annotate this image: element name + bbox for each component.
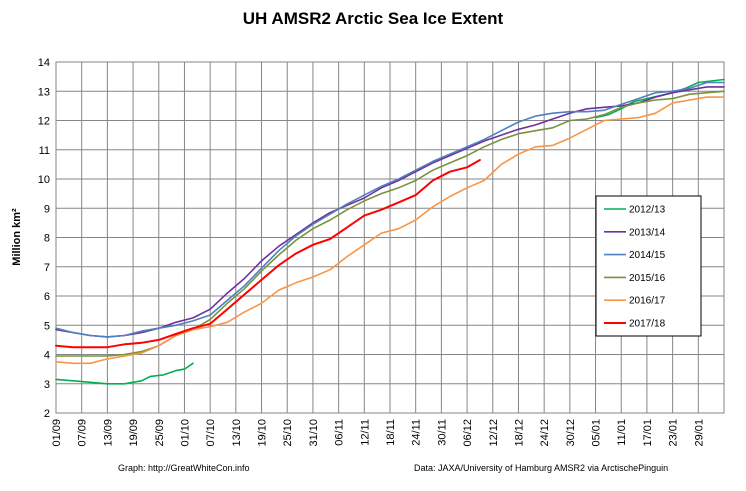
x-tick-label-12: 12/11 [359, 419, 371, 446]
y-axis-label: Million km² [11, 208, 23, 266]
legend-label-2013-14: 2013/14 [629, 227, 666, 238]
x-tick-label-15: 30/11 [436, 419, 448, 446]
x-tick-label-17: 12/12 [488, 419, 500, 447]
x-tick-label-23: 17/01 [642, 419, 654, 447]
x-tick-label-25: 29/01 [693, 419, 705, 447]
y-tick-label-3: 5 [44, 320, 50, 332]
y-tick-label-2: 4 [44, 350, 50, 362]
x-tick-label-4: 25/09 [154, 419, 166, 447]
footer-source-graph: Graph: http://GreatWhiteCon.info [118, 463, 250, 473]
x-tick-label-20: 30/12 [565, 419, 577, 447]
legend-items: 2012/13 2013/14 2014/15 2015/16 2016/17 2017/… [604, 205, 666, 330]
x-tick-label-2: 13/09 [102, 419, 114, 447]
x-tick-label-3: 19/09 [128, 419, 140, 447]
series-line-2017-18 [55, 159, 481, 349]
series-lines [55, 78, 725, 385]
y-tick-label-8: 10 [38, 174, 50, 186]
y-tick-label-5: 7 [44, 262, 50, 274]
x-tick-label-8: 19/10 [257, 419, 269, 447]
x-tick-label-21: 05/01 [591, 419, 603, 447]
x-tick-label-13: 18/11 [385, 419, 397, 446]
x-tick-label-11: 06/11 [334, 419, 346, 446]
y-tick-label-1: 3 [44, 379, 50, 391]
x-tick-label-18: 18/12 [513, 419, 525, 447]
y-tick-label-7: 9 [44, 203, 50, 215]
y-axis-ticks: 2 3 4 5 6 7 8 9 10 11 12 13 14 [38, 57, 50, 420]
y-tick-label-10: 12 [38, 116, 50, 128]
y-tick-label-9: 11 [39, 145, 50, 157]
x-tick-label-0: 01/09 [51, 419, 63, 447]
y-tick-label-12: 14 [38, 57, 50, 69]
legend-label-2015-16: 2015/16 [629, 273, 666, 284]
y-tick-label-0: 2 [44, 408, 50, 420]
footer-source-data: Data: JAXA/University of Hamburg AMSR2 v… [414, 463, 668, 473]
series-line-2016-17 [55, 96, 725, 365]
legend-box [595, 195, 702, 337]
y-tick-label-11: 13 [38, 86, 50, 98]
y-tick-label-4: 6 [44, 291, 50, 303]
x-tick-label-19: 24/12 [539, 419, 551, 447]
x-tick-label-22: 11/01 [616, 419, 628, 446]
legend-label-2016-17: 2016/17 [629, 296, 666, 307]
x-axis-ticks: 01/09 07/09 13/09 19/09 25/09 01/10 07/10 13/10… [51, 419, 705, 447]
x-tick-label-7: 13/10 [231, 419, 243, 447]
x-tick-label-9: 25/10 [282, 419, 294, 447]
x-tick-label-24: 23/01 [668, 419, 680, 447]
legend-label-2014-15: 2014/15 [629, 250, 666, 261]
x-tick-label-14: 24/11 [411, 419, 423, 446]
x-tick-label-16: 06/12 [462, 419, 474, 447]
x-tick-label-5: 01/10 [179, 419, 191, 447]
legend: 2012/13 2013/14 2014/15 2015/16 2016/17 2017/… [595, 195, 702, 337]
legend-label-2017-18: 2017/18 [629, 319, 666, 330]
series-line-2014-15 [55, 81, 725, 338]
chart-title: UH AMSR2 Arctic Sea Ice Extent [243, 9, 504, 28]
x-tick-label-10: 31/10 [308, 419, 320, 447]
y-tick-label-6: 8 [44, 233, 50, 245]
x-tick-label-1: 07/09 [77, 419, 89, 447]
legend-label-2012-13: 2012/13 [629, 205, 666, 216]
x-tick-label-6: 07/10 [205, 419, 217, 447]
